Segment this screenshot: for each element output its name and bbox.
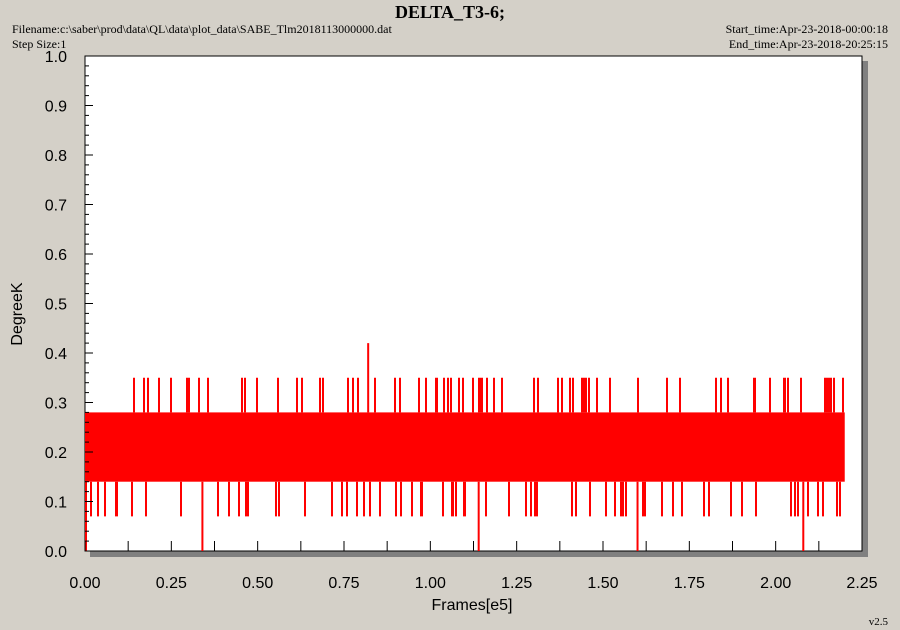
version-label: v2.5 bbox=[868, 616, 888, 628]
y-tick-label: 0.1 bbox=[45, 495, 67, 512]
x-tick-label: 1.00 bbox=[415, 575, 446, 592]
y-tick-label: 0.5 bbox=[45, 297, 67, 314]
y-tick-label: 0.0 bbox=[45, 544, 67, 561]
y-tick-label: 0.6 bbox=[45, 247, 67, 264]
time-info: Start_time:Apr-23-2018-00:00:18 End_time… bbox=[726, 22, 888, 52]
y-tick-label: 1.0 bbox=[45, 49, 67, 66]
signal-band bbox=[85, 412, 845, 482]
x-tick-label: 2.00 bbox=[760, 575, 791, 592]
y-tick-label: 0.2 bbox=[45, 445, 67, 462]
filename-label: Filename:c:\saber\prod\data\QL\data\plot… bbox=[12, 22, 392, 36]
y-tick-label: 0.7 bbox=[45, 198, 67, 215]
signal-spikes bbox=[90, 377, 844, 517]
file-info: Filename:c:\saber\prod\data\QL\data\plot… bbox=[12, 22, 392, 52]
y-tick-label: 0.9 bbox=[45, 99, 67, 116]
x-tick-label: 1.50 bbox=[587, 575, 618, 592]
x-axis-label: Frames[e5] bbox=[432, 597, 513, 614]
x-tick-label: 2.25 bbox=[846, 575, 877, 592]
step-size-label: Step Size:1 bbox=[12, 37, 67, 51]
end-time-label: End_time:Apr-23-2018-20:25:15 bbox=[728, 37, 888, 51]
x-tick-label: 0.00 bbox=[69, 575, 100, 592]
x-tick-label: 0.25 bbox=[156, 575, 187, 592]
data-series bbox=[85, 343, 845, 551]
y-axis-label: DegreeK bbox=[9, 282, 26, 345]
y-tick-label: 0.8 bbox=[45, 148, 67, 165]
x-tick-label: 0.50 bbox=[242, 575, 273, 592]
x-tick-label: 1.25 bbox=[501, 575, 532, 592]
x-tick-label: 0.75 bbox=[328, 575, 359, 592]
y-tick-label: 0.3 bbox=[45, 396, 67, 413]
y-tick-label: 0.4 bbox=[45, 346, 67, 363]
axis-tick-labels: 0.0 0.1 0.2 0.3 0.4 0.5 0.6 0.7 0.8 0.9 1.0 0.00 0.2… bbox=[45, 49, 878, 592]
start-time-label: Start_time:Apr-23-2018-00:00:18 bbox=[725, 22, 888, 36]
chart-title: DELTA_T3-6; bbox=[394, 2, 506, 22]
x-tick-label: 1.75 bbox=[674, 575, 705, 592]
axis-ticks bbox=[84, 55, 863, 552]
